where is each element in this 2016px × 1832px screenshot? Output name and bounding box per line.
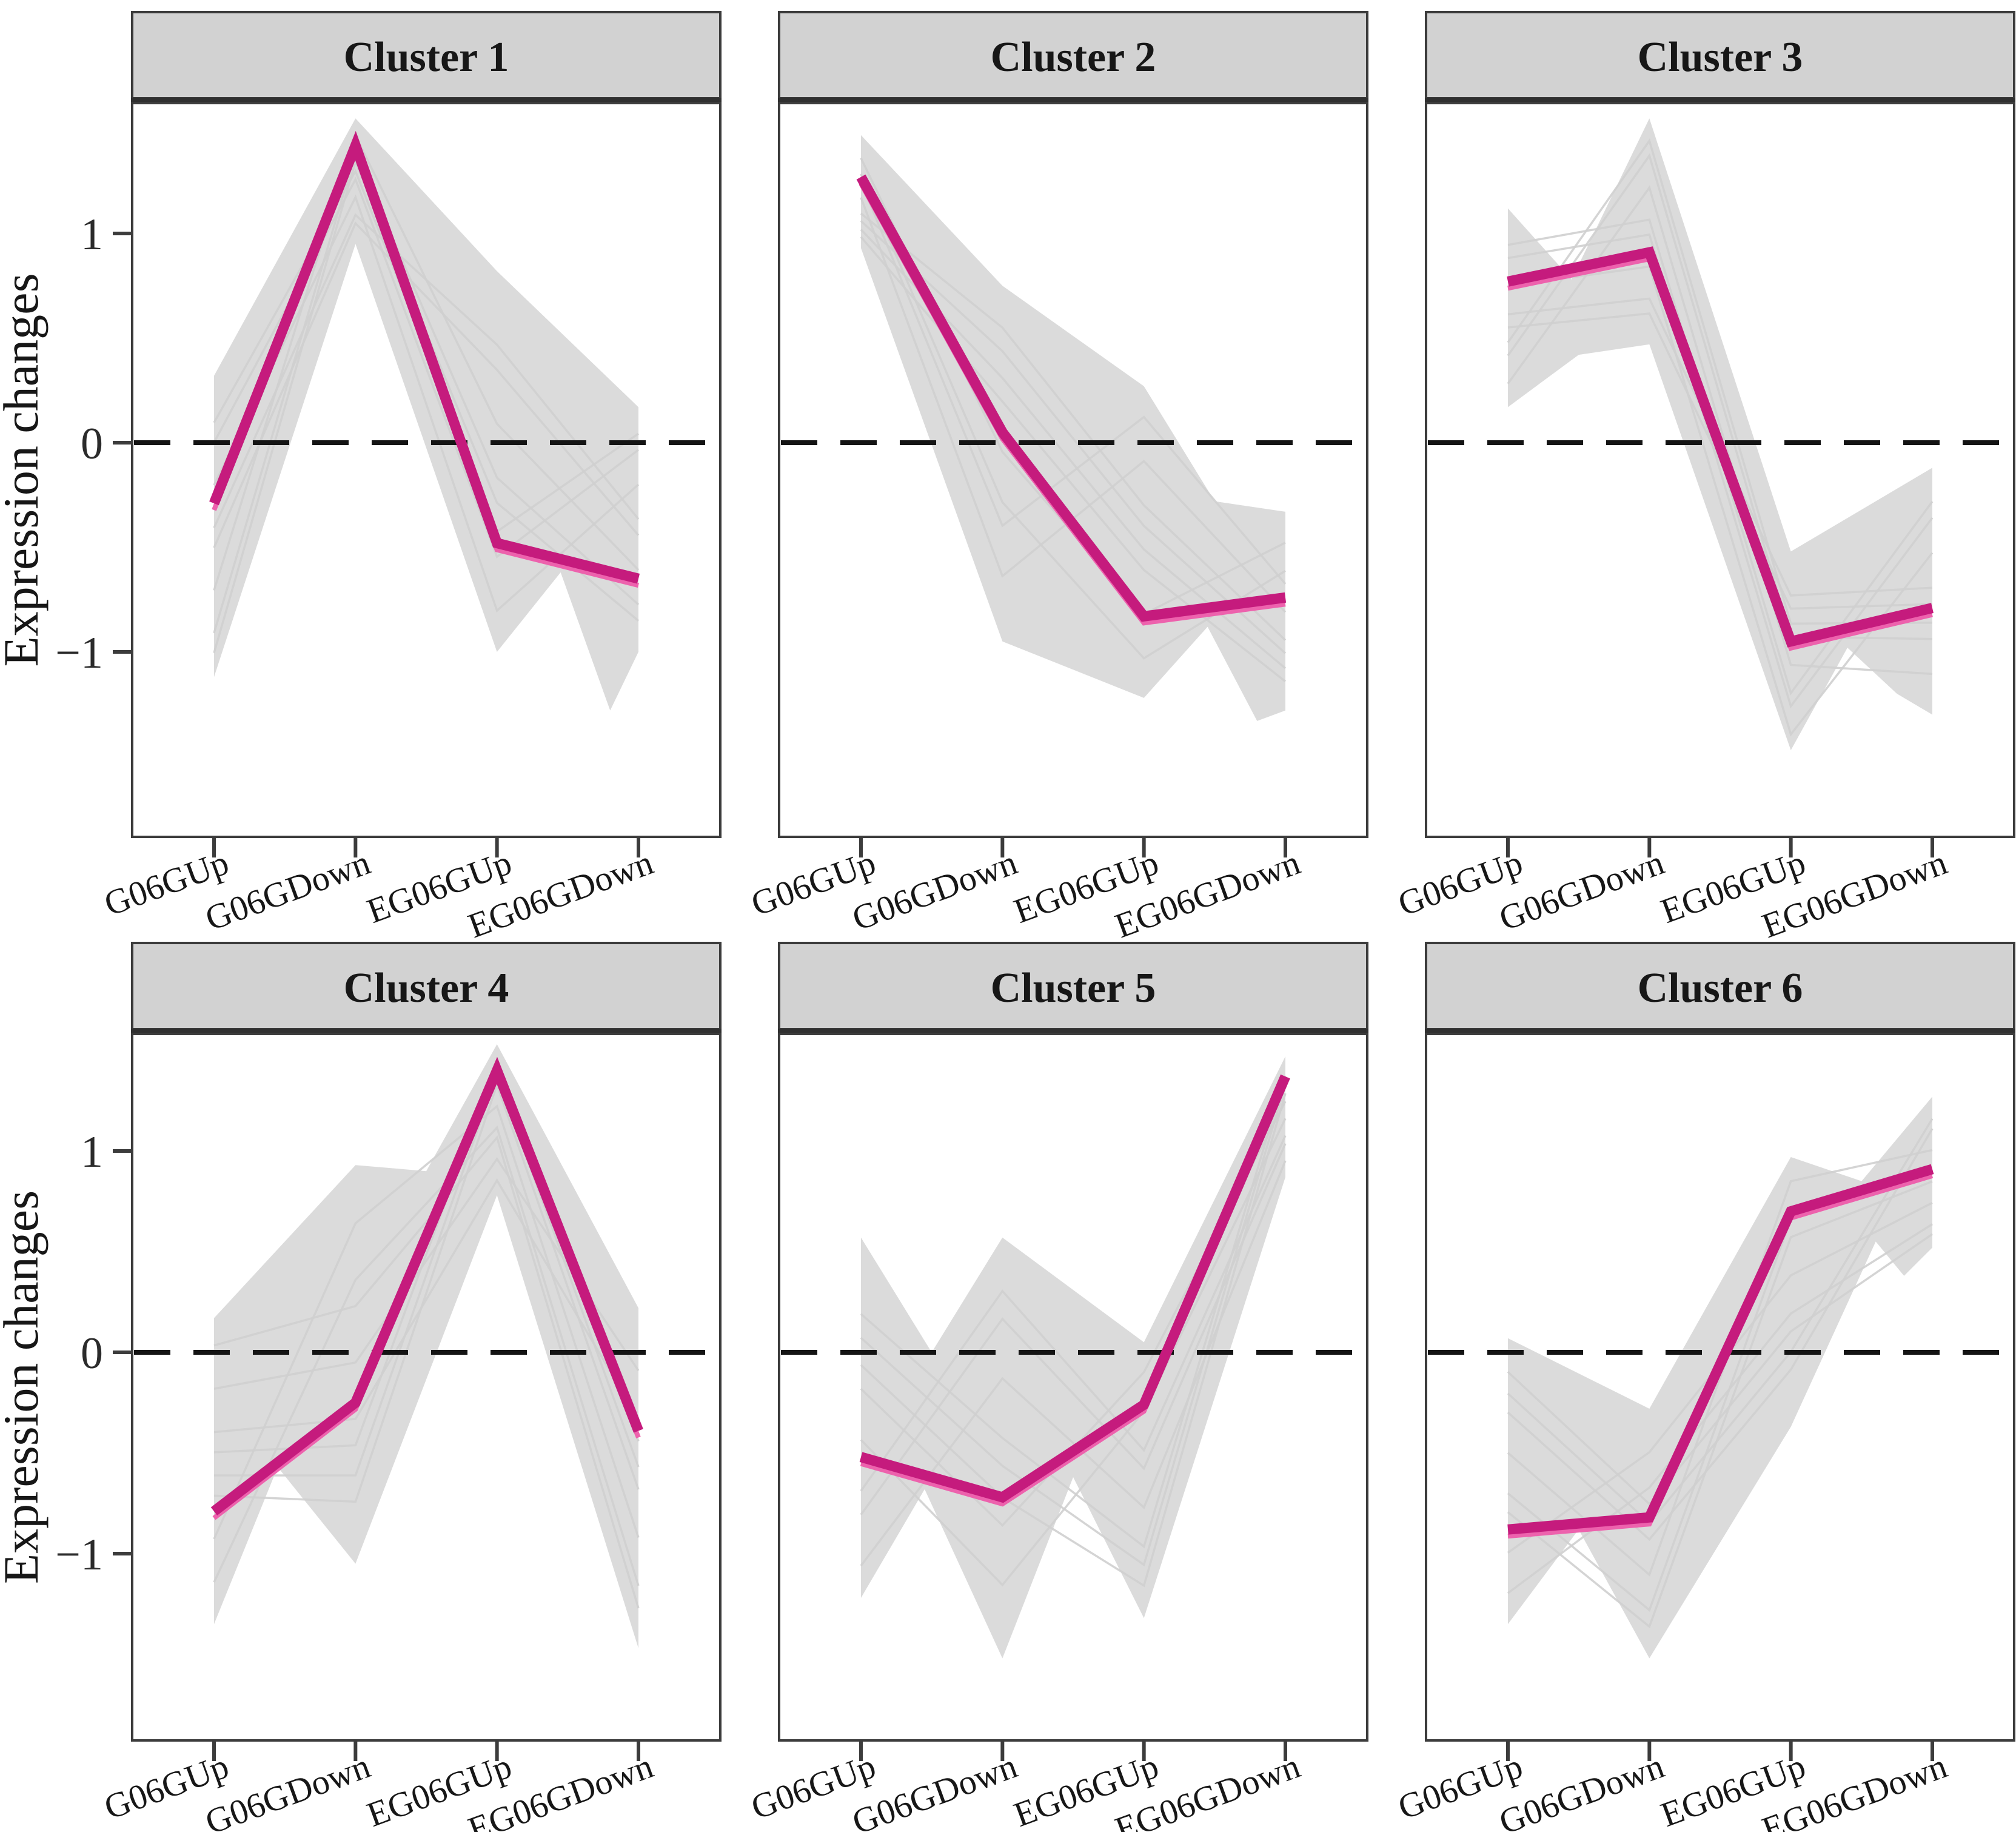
gene-line	[860, 1084, 1287, 1567]
y-tick-label: 1	[81, 210, 103, 260]
cluster-mean-line	[859, 1074, 1290, 1503]
x-tick-label: G06GDown	[847, 1746, 1022, 1832]
gene-line	[213, 1126, 640, 1586]
cluster-mean-line	[209, 130, 640, 584]
facet-panel-4: Cluster 4G06GUpG06GDownEG06GUpEG06GDown1…	[0, 942, 722, 1832]
gene-line	[1507, 1128, 1934, 1542]
facet-title: Cluster 1	[344, 34, 509, 81]
gene-line	[213, 1081, 640, 1503]
x-tick-label: G06GDown	[847, 842, 1022, 938]
gene-line	[1507, 233, 1934, 709]
gene-line	[860, 1118, 1287, 1587]
y-axis-title: Expression changes	[0, 1190, 49, 1584]
panel-border	[778, 102, 1368, 838]
gene-line	[213, 1104, 640, 1540]
panel-border	[1425, 102, 2015, 838]
y-tick-label: 1	[81, 1127, 103, 1177]
facet-strip	[1425, 11, 2015, 99]
gene-line	[860, 212, 1287, 641]
gene-lines-band	[861, 135, 1285, 721]
gene-line	[1507, 1180, 1933, 1629]
y-tick-label: 0	[81, 1329, 103, 1378]
gene-line	[213, 1072, 640, 1477]
gene-line	[213, 194, 640, 613]
x-tick-label: G06GDown	[200, 842, 375, 938]
panel-border	[131, 1033, 722, 1742]
gene-line	[860, 1076, 1287, 1549]
cluster-mean-line	[856, 174, 1287, 622]
y-tick-label: −1	[55, 628, 103, 678]
x-tick-label: G06GDown	[200, 1746, 375, 1832]
facet-title: Cluster 6	[1638, 965, 1803, 1012]
gene-line	[1507, 1223, 1933, 1594]
gene-line	[1507, 185, 1933, 676]
gene-line	[213, 1135, 640, 1609]
facet-strip	[131, 942, 722, 1030]
gene-line	[213, 1157, 640, 1390]
gene-line	[860, 1135, 1287, 1492]
gene-line	[213, 221, 640, 548]
gene-line	[860, 1143, 1287, 1515]
x-tick-label: G06GDown	[1494, 842, 1669, 938]
gene-line	[213, 1178, 640, 1434]
gene-line	[213, 213, 640, 529]
gene-line	[1507, 153, 1933, 640]
gene-lines-band	[861, 1056, 1285, 1659]
cluster-mean-line	[210, 1056, 643, 1516]
cluster-mean-line	[1507, 246, 1934, 648]
gene-line	[1507, 1118, 1934, 1525]
gene-line	[860, 1093, 1287, 1588]
cluster-mean-line	[1507, 1164, 1934, 1535]
y-tick-label: −1	[55, 1530, 103, 1580]
gene-lines-band	[214, 1044, 638, 1649]
gene-line	[213, 150, 640, 634]
y-tick-label: 0	[81, 419, 103, 469]
x-tick-label: G06GDown	[1494, 1746, 1669, 1832]
y-axis-title: Expression changes	[0, 273, 49, 667]
gene-line	[1507, 265, 1934, 737]
facet-title: Cluster 4	[344, 965, 509, 1012]
facet-panel-1: Cluster 1G06GUpG06GDownEG06GUpEG06GDown1…	[0, 11, 722, 945]
gene-line	[1507, 1149, 1933, 1577]
gene-line	[860, 236, 1287, 683]
panel-border	[131, 102, 722, 838]
facet-title: Cluster 2	[991, 34, 1156, 81]
facet-strip	[131, 11, 722, 99]
gene-line	[860, 220, 1287, 654]
facet-title: Cluster 5	[991, 965, 1156, 1012]
facet-strip	[778, 11, 1368, 99]
panel-border	[1425, 1033, 2015, 1742]
gene-lines-band	[214, 118, 638, 711]
panel-border	[778, 1033, 1368, 1742]
facet-title: Cluster 3	[1638, 34, 1803, 81]
gene-line	[860, 181, 1287, 585]
